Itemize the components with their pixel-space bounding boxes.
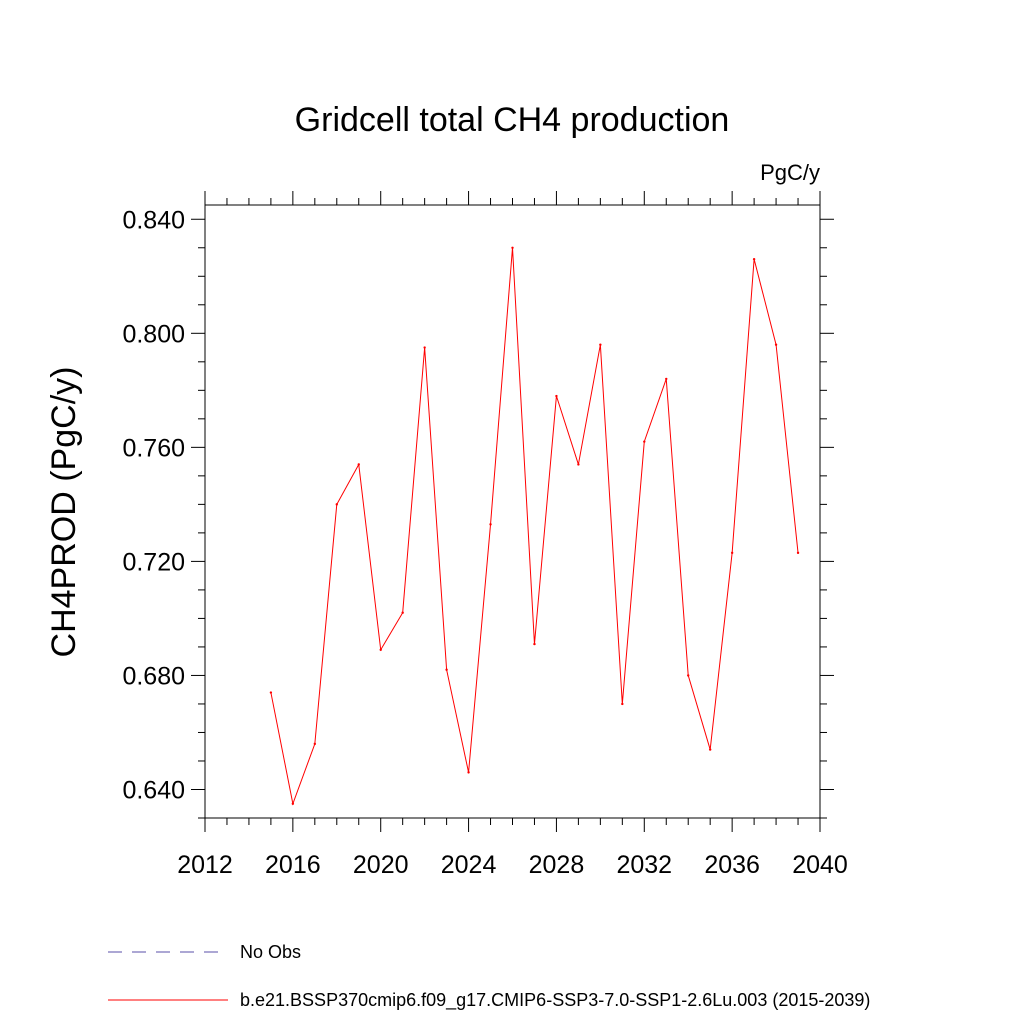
legend-label: b.e21.BSSP370cmip6.f09_g17.CMIP6-SSP3-7.… xyxy=(240,990,870,1011)
data-point xyxy=(621,702,624,706)
y-tick-label: 0.840 xyxy=(122,206,185,234)
x-tick-label: 2040 xyxy=(792,851,848,879)
x-tick-label: 2024 xyxy=(441,851,497,879)
data-point xyxy=(533,642,536,646)
data-point xyxy=(643,440,646,443)
data-point xyxy=(379,648,382,651)
data-point xyxy=(599,343,602,346)
data-point xyxy=(467,771,470,774)
x-tick-label: 2036 xyxy=(704,851,760,879)
data-point xyxy=(269,691,273,694)
data-point xyxy=(511,246,514,249)
data-point xyxy=(313,742,317,746)
data-point xyxy=(291,802,295,805)
data-point xyxy=(665,377,668,381)
x-tick-label: 2020 xyxy=(353,851,409,879)
data-point xyxy=(401,611,404,614)
x-tick-label: 2016 xyxy=(265,851,321,879)
legend-label: No Obs xyxy=(240,942,301,962)
data-point xyxy=(730,551,734,555)
data-point xyxy=(335,503,338,506)
data-point xyxy=(796,551,800,555)
y-tick-label: 0.760 xyxy=(122,434,185,462)
y-tick-label: 0.680 xyxy=(122,662,185,690)
series-line xyxy=(270,247,799,806)
data-point xyxy=(445,668,448,671)
y-tick-label: 0.720 xyxy=(122,548,185,576)
data-point xyxy=(708,748,712,751)
data-point xyxy=(423,346,426,349)
x-tick-label: 2028 xyxy=(529,851,585,879)
data-point xyxy=(555,394,558,398)
data-point xyxy=(577,463,580,466)
data-point xyxy=(752,257,756,261)
data-point xyxy=(774,343,778,346)
data-point xyxy=(357,463,360,466)
x-tick-label: 2032 xyxy=(616,851,672,879)
data-point xyxy=(687,674,690,677)
y-tick-label: 0.800 xyxy=(122,320,185,348)
units-label: PgC/y xyxy=(760,160,820,185)
data-point xyxy=(489,523,492,526)
x-tick-label: 2012 xyxy=(177,851,233,879)
plot-frame xyxy=(204,204,821,819)
chart-title: Gridcell total CH4 production xyxy=(295,101,730,139)
y-tick-label: 0.640 xyxy=(122,776,185,804)
y-axis-label: CH4PROD (PgC/y) xyxy=(45,367,83,658)
